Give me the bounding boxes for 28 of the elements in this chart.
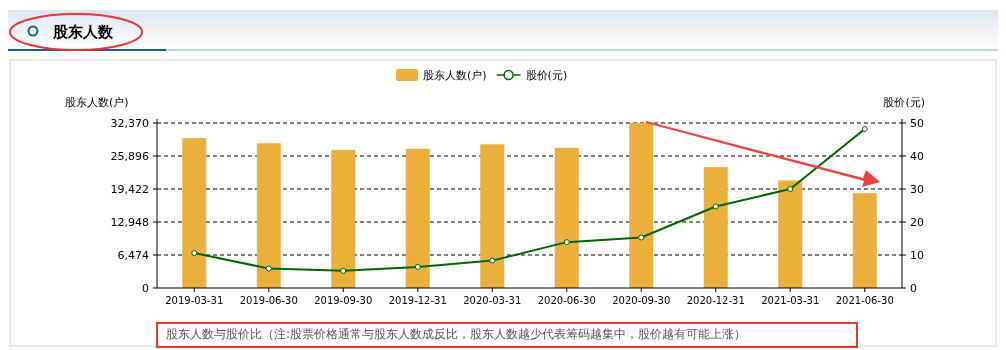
chart-title: 股东人数 [52, 23, 114, 41]
y-axis-title: 股东人数(户) [65, 96, 129, 109]
legend-label: 股东人数(户) [423, 69, 487, 82]
y-tick-label: 0 [142, 282, 149, 295]
y2-tick-label: 0 [910, 282, 917, 295]
y-tick-label: 12,948 [110, 216, 149, 229]
x-tick-label: 2019-06-30 [239, 295, 298, 306]
x-tick-label: 2021-03-31 [761, 295, 820, 306]
y-tick-label: 25,896 [110, 150, 149, 163]
y-tick-label: 32,370 [110, 117, 149, 130]
x-tick-label: 2020-12-31 [686, 295, 745, 306]
y2-tick-label: 20 [910, 216, 924, 229]
x-tick-label: 2019-12-31 [388, 295, 447, 306]
text: 股东人数与股价比（注:股票价格通常与股东人数成反比，股东人数越少代表筹码越集中，股价越有可能上涨） [166, 327, 747, 341]
y-tick-label: 19,422 [110, 183, 149, 196]
y2-tick-label: 10 [910, 249, 924, 262]
y-tick-label: 6,474 [117, 249, 149, 262]
x-tick-label: 2019-03-31 [165, 295, 224, 306]
y2-tick-label: 30 [910, 183, 924, 196]
x-tick-label: 2020-03-31 [463, 295, 522, 306]
x-tick-label: 2020-06-30 [537, 295, 596, 306]
y2-tick-label: 50 [910, 117, 924, 130]
legend-label: 股价(元) [525, 69, 568, 82]
y2-tick-label: 40 [910, 150, 924, 163]
x-tick-label: 2019-09-30 [314, 295, 373, 306]
x-tick-label: 2020-09-30 [612, 295, 671, 306]
x-tick-label: 2021-06-30 [835, 295, 894, 306]
y2-axis-title: 股价(元) [883, 96, 925, 109]
